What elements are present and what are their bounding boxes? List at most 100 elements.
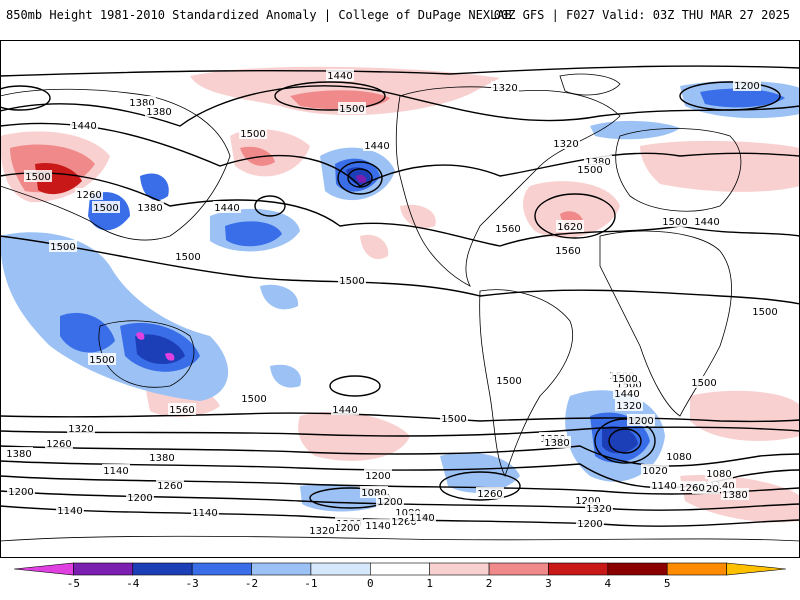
contour-label-bg [126,491,154,503]
contour-label: 1500 [612,374,637,385]
anomaly-area [298,411,410,461]
contour-label-bg [102,464,130,476]
anomaly-area [225,221,282,247]
colorbar-cell [548,562,609,576]
contour-label: 1380 [137,203,162,214]
contour-label-bg [5,447,33,459]
contour-label-bg [641,464,669,476]
anomaly-area [360,234,389,260]
contour-label-bg [615,399,643,411]
contour-label-bg [174,250,202,262]
contour-label: 1260 [157,481,182,492]
contour-label-bg [661,215,689,227]
contour-label: 1440 [694,217,719,228]
contour-label: 1440 [332,405,357,416]
contour-label: 1380 [146,107,171,118]
contour-label: 1440 [71,121,96,132]
contour-label-bg [56,504,84,516]
contour-line [0,460,800,489]
contour-line [0,426,800,437]
contour-label-bg [611,372,639,384]
contour-label-bg [213,201,241,213]
colorbar-cell [13,562,74,576]
run-info: 00Z GFS | F027 Valid: 03Z THU MAR 27 202… [493,8,790,22]
contour-label: 1140 [57,506,82,517]
contour-label: 1560 [495,224,520,235]
contour-label: 1500 [752,307,777,318]
contour-label-bg [665,450,693,462]
coastlines [0,73,800,542]
contour-label: 1260 [679,483,704,494]
contour-label: 1500 [616,380,641,391]
contour-label: 1200 [628,416,653,427]
contour-label-bg [364,519,392,531]
contour-label-bg [751,305,779,317]
colorbar-cell [666,562,727,576]
map-title: 850mb Height 1981-2010 Standardized Anom… [6,8,512,22]
contour-line [0,85,51,111]
contour-label: 1320 [586,504,611,515]
contour-label: 1500 [240,129,265,140]
contour-label-bg [408,511,436,523]
contour-label-bg [49,240,77,252]
contour-label-bg [70,119,98,131]
contour-label: 1140 [409,513,434,524]
contour-label: 1500 [241,394,266,405]
contour-label-bg [491,81,519,93]
contour-label-bg [45,437,73,449]
contour-label: 1500 [662,217,687,228]
contour-label: 1440 [327,71,352,82]
colorbar-tick-label: -2 [244,577,259,590]
contour-label-bg [733,79,761,91]
contour-label: 1320 [309,526,334,537]
contour-label: 1560 [169,405,194,416]
colorbar: -5 -4 -3 -2 -1 0 1 2 3 4 5 [0,560,800,600]
contour-label: 1320 [553,139,578,150]
colorbar-cell [251,562,312,576]
contour-label-bg [543,436,571,448]
colorbar-tick-label: 0 [366,577,374,590]
anomaly-area [270,364,301,388]
contour-label: 1200 [734,81,759,92]
colorbar-strip [13,562,787,576]
contour-label-bg [440,412,468,424]
contour-label: 1380 [6,449,31,460]
contour-label-bg [627,414,655,426]
contour-line [0,445,800,467]
contour-line [0,235,800,305]
anomaly-area [700,88,785,108]
contour-line [329,375,381,397]
contour-label: 1140 [709,481,734,492]
contour-label: 1500 [577,165,602,176]
contour-label-bg [650,479,678,491]
anomaly-area [690,390,800,441]
anomaly-area [230,129,310,177]
contour-label-bg [308,524,336,536]
contour-label: 1380 [149,453,174,464]
anomaly-area [523,181,620,238]
colorbar-cell [370,562,430,576]
contour-line [0,65,800,77]
coastline-australia [98,320,195,388]
contour-label: 1260 [477,489,502,500]
contour-label-bg [326,69,354,81]
contour-line [534,193,616,239]
contour-label: 1260 [76,190,101,201]
contour-label: 1500 [93,203,118,214]
colorbar-cell [191,562,252,576]
contour-label-bg [363,139,391,151]
contour-label: 1080 [361,488,386,499]
colorbar-tick-label: 1 [426,577,433,590]
colorbar-tick-label: -4 [126,577,140,590]
contour-label: 1440 [614,389,639,400]
contour-label-bg [705,467,733,479]
colorbar-cell [607,562,668,576]
contour-label-bg [613,387,641,399]
contour-label-bg [556,220,584,232]
anomaly-map: 1440138013801440150015001320132013801200… [0,40,800,556]
map-panel: 1440 1380 1380 1440 1500 1500 1320 1320 1380 1200… [0,36,800,556]
contour-label: 1200 [365,471,390,482]
anomaly-area [356,174,367,183]
contour-label-bg [331,403,359,415]
anomaly-area [140,173,169,201]
